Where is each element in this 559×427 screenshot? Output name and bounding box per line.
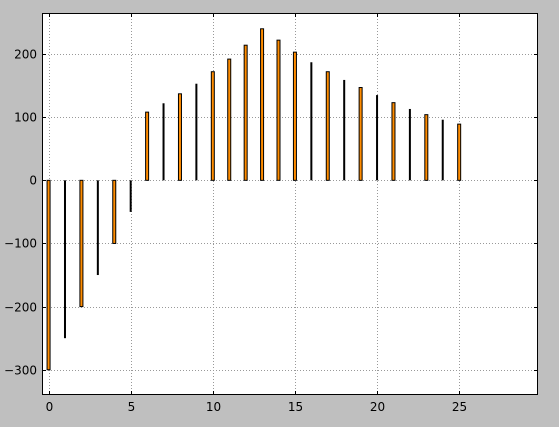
y-tick-label: −300: [4, 364, 37, 378]
y-tick-label: 100: [14, 111, 37, 125]
bar: [79, 179, 84, 308]
bar: [408, 108, 411, 181]
bar: [358, 87, 363, 181]
bar: [260, 28, 265, 181]
bar: [96, 180, 99, 276]
bar: [46, 179, 51, 371]
x-tick-label: 10: [206, 400, 221, 414]
y-tick-label: −100: [4, 237, 37, 251]
y-tick-label: −200: [4, 301, 37, 315]
x-tick-label: 5: [128, 400, 136, 414]
bar: [177, 93, 182, 181]
x-tick-label: 20: [370, 400, 385, 414]
bar: [441, 119, 444, 181]
bar: [457, 123, 462, 181]
bar: [63, 180, 66, 339]
bar: [162, 103, 165, 181]
bar: [376, 95, 379, 181]
axes-frame: [42, 13, 538, 395]
y-tick-label: 0: [29, 174, 37, 188]
x-tick-label: 25: [452, 400, 467, 414]
bar: [325, 71, 330, 181]
bar: [391, 102, 396, 181]
bar: [343, 79, 346, 181]
bar: [210, 71, 215, 181]
tick-labels: 0 5 10 15 20 25 −300 −200 −100 0 100 200: [4, 48, 467, 415]
x-tick-label: 0: [46, 400, 54, 414]
bar: [243, 44, 248, 181]
x-tick-label: 15: [288, 400, 303, 414]
bar: [227, 58, 232, 181]
bar: [195, 83, 198, 181]
y-tick-label: 200: [14, 48, 37, 62]
bar: [310, 62, 313, 181]
plot-area: [42, 13, 538, 395]
bars: [46, 28, 462, 371]
bar: [424, 114, 429, 181]
bar: [129, 180, 132, 212]
bar: [292, 51, 297, 181]
bar: [112, 179, 117, 244]
bar: [145, 111, 150, 181]
bar: [276, 39, 281, 181]
